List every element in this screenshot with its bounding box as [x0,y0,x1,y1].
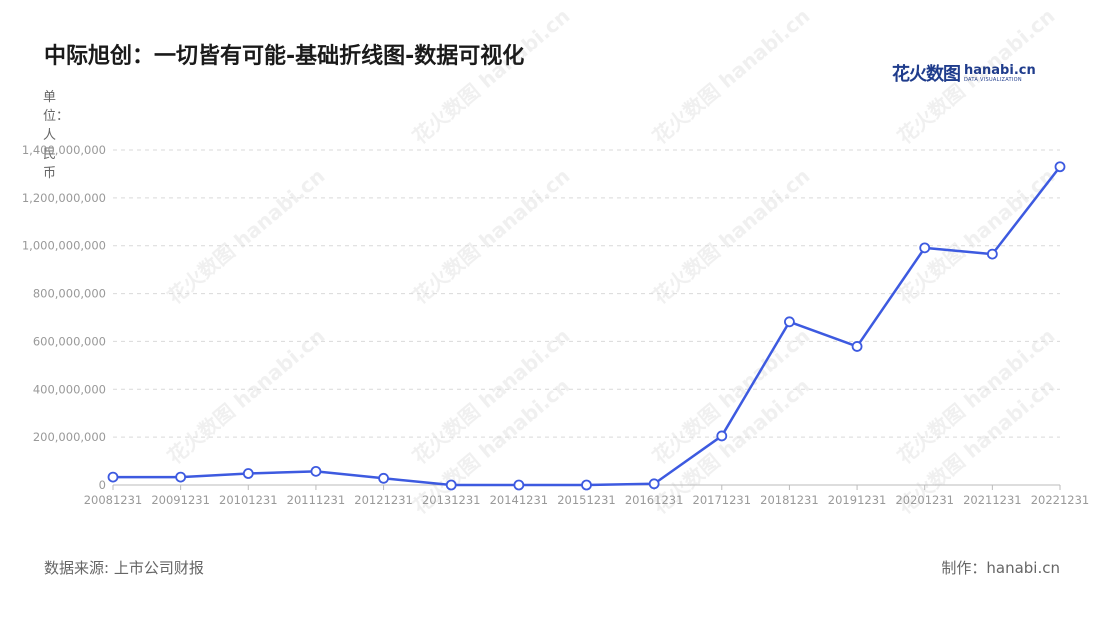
x-tick-label: 20171231 [693,493,752,507]
watermark-text: 花火数图 hanabi.cn [648,164,815,309]
y-tick-label: 0 [99,478,106,492]
logo-en-block: hanabi.cn DATA VISUALIZATION [964,64,1036,83]
data-point [378,472,389,484]
data-point [1054,161,1066,173]
data-point [919,242,931,254]
watermark-text: 花火数图 hanabi.cn [893,164,1060,309]
x-tick-label: 20151231 [557,493,616,507]
data-point [648,478,660,490]
watermark-text: 花火数图 hanabi.cn [893,4,1060,149]
watermark-layer: 花火数图 hanabi.cn 花火数图 hanabi.cn 花火数图 hanabi.… [163,4,1060,519]
data-point [986,248,998,260]
data-point [716,430,728,442]
watermark-text: 花火数图 hanabi.cn [648,4,815,149]
y-tick-label: 600,000,000 [33,334,106,348]
logo-en-text: hanabi.cn [964,62,1036,78]
x-tick-label: 20091231 [151,493,210,507]
brand-logo: 花火数图 hanabi.cn DATA VISUALIZATION [892,60,1036,86]
y-tick-label: 1,200,000,000 [22,191,106,205]
x-tick-label: 20081231 [84,493,143,507]
data-point [310,465,322,477]
x-tick-label: 20201231 [895,493,954,507]
watermark-text: 花火数图 hanabi.cn [408,164,575,309]
x-tick-label: 20191231 [828,493,887,507]
y-tick-label: 1,000,000,000 [22,239,106,253]
watermark-text: 花火数图 hanabi.cn [163,164,330,309]
chart-title: 中际旭创：一切皆有可能-基础折线图-数据可视化 [44,44,525,69]
y-tick-label: 800,000,000 [33,287,106,301]
data-point [851,341,863,352]
x-tick-label: 20221231 [1031,493,1090,507]
x-tick-label: 20211231 [963,493,1022,507]
data-point [242,468,254,479]
logo-cn-text: 花火数图 [892,64,961,85]
x-tick-label: 20111231 [287,493,346,507]
data-point [513,479,525,491]
y-tick-label: 200,000,000 [33,430,106,444]
credit-note: 制作：hanabi.cn [941,559,1060,577]
y-tick-label: 400,000,000 [33,382,106,396]
data-point [784,316,795,328]
logo-en-subtext: DATA VISUALIZATION [964,76,1022,83]
x-tick-label: 20161231 [625,493,684,507]
x-tick-label: 20181231 [760,493,819,507]
x-tick-label: 20101231 [219,493,278,507]
data-point [581,479,592,491]
x-tick-label: 20141231 [490,493,549,507]
data-source-note: 数据来源: 上市公司财报 [44,559,204,577]
data-point [107,471,119,483]
x-tick-label: 20131231 [422,493,481,507]
y-tick-label: 1,400,000,000 [22,143,106,157]
data-point [175,471,187,483]
x-tick-label: 20121231 [354,493,413,507]
watermark-text: 花火数图 hanabi.cn [408,4,575,149]
data-point [445,479,457,491]
watermark-text: 花火数图 hanabi.cn [163,324,330,469]
